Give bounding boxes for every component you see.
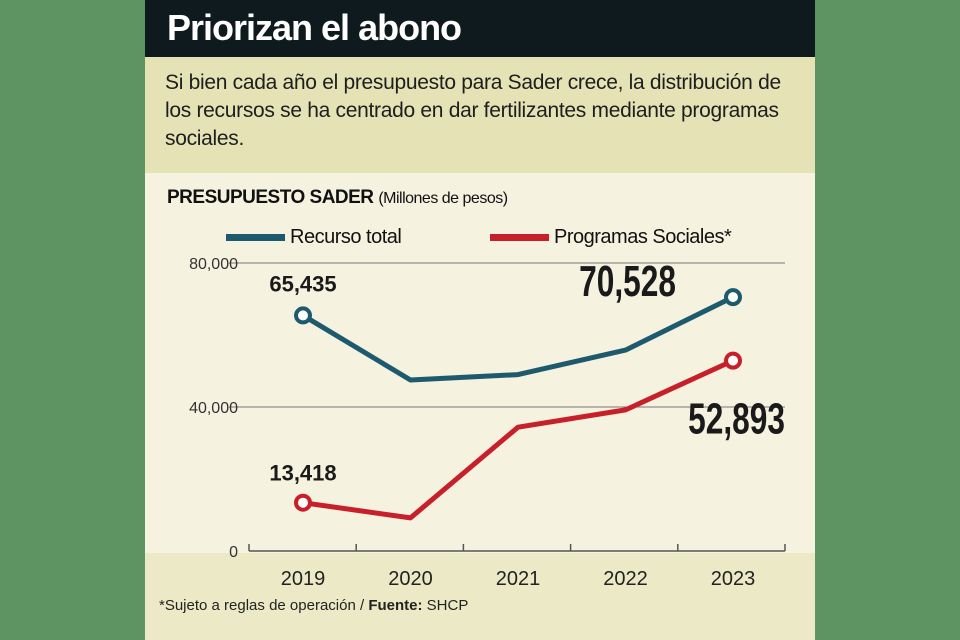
y-tick-label: 40,000 <box>189 400 238 417</box>
x-tick-label: 2022 <box>603 568 648 590</box>
legend-label: Recurso total <box>290 226 402 248</box>
legend-swatch-recurso-total <box>226 234 285 241</box>
series-line-1 <box>302 358 735 521</box>
x-tick-label: 2019 <box>281 568 326 590</box>
data-label: 13,418 <box>269 461 336 486</box>
footer-note: *Sujeto a reglas de operación / Fuente: … <box>159 597 468 614</box>
chart-title: PRESUPUESTO SADER (Millones de pesos) <box>167 187 508 209</box>
data-label: 70,528 <box>579 257 676 306</box>
data-point-marker <box>294 306 312 325</box>
chart-title-main: PRESUPUESTO SADER <box>167 187 374 208</box>
legend-item-recurso-total: Recurso total <box>226 226 402 249</box>
chart-subtitle: (Millones de pesos) <box>378 190 508 207</box>
footer-note-text: *Sujeto a reglas de operación / <box>159 597 369 614</box>
title-bar: Priorizan el abono <box>145 0 815 57</box>
legend-swatch-programas-sociales <box>490 234 549 241</box>
data-point-marker <box>724 351 742 370</box>
source-label: Fuente: <box>368 597 423 614</box>
y-tick-label: 0 <box>229 544 238 561</box>
infographic-card: Priorizan el abono Si bien cada año el p… <box>145 0 815 640</box>
description-text: Si bien cada año el presupuesto para Sad… <box>165 71 781 150</box>
x-tick-label: 2020 <box>388 568 433 590</box>
data-label: 52,893 <box>688 395 785 444</box>
data-label: 65,435 <box>269 271 336 296</box>
page-title: Priorizan el abono <box>167 7 462 48</box>
x-tick-label: 2023 <box>711 568 756 590</box>
y-tick-label: 80,000 <box>189 256 238 273</box>
data-point-marker <box>294 493 312 512</box>
x-axis-band <box>145 553 815 640</box>
legend-item-programas-sociales: Programas Sociales* <box>490 226 732 249</box>
x-tick-label: 2021 <box>496 568 541 590</box>
source-value: SHCP <box>422 597 469 614</box>
description-band: Si bien cada año el presupuesto para Sad… <box>145 57 815 173</box>
data-point-marker <box>724 288 742 307</box>
legend-label: Programas Sociales* <box>554 226 732 248</box>
series-line-0 <box>301 294 735 383</box>
